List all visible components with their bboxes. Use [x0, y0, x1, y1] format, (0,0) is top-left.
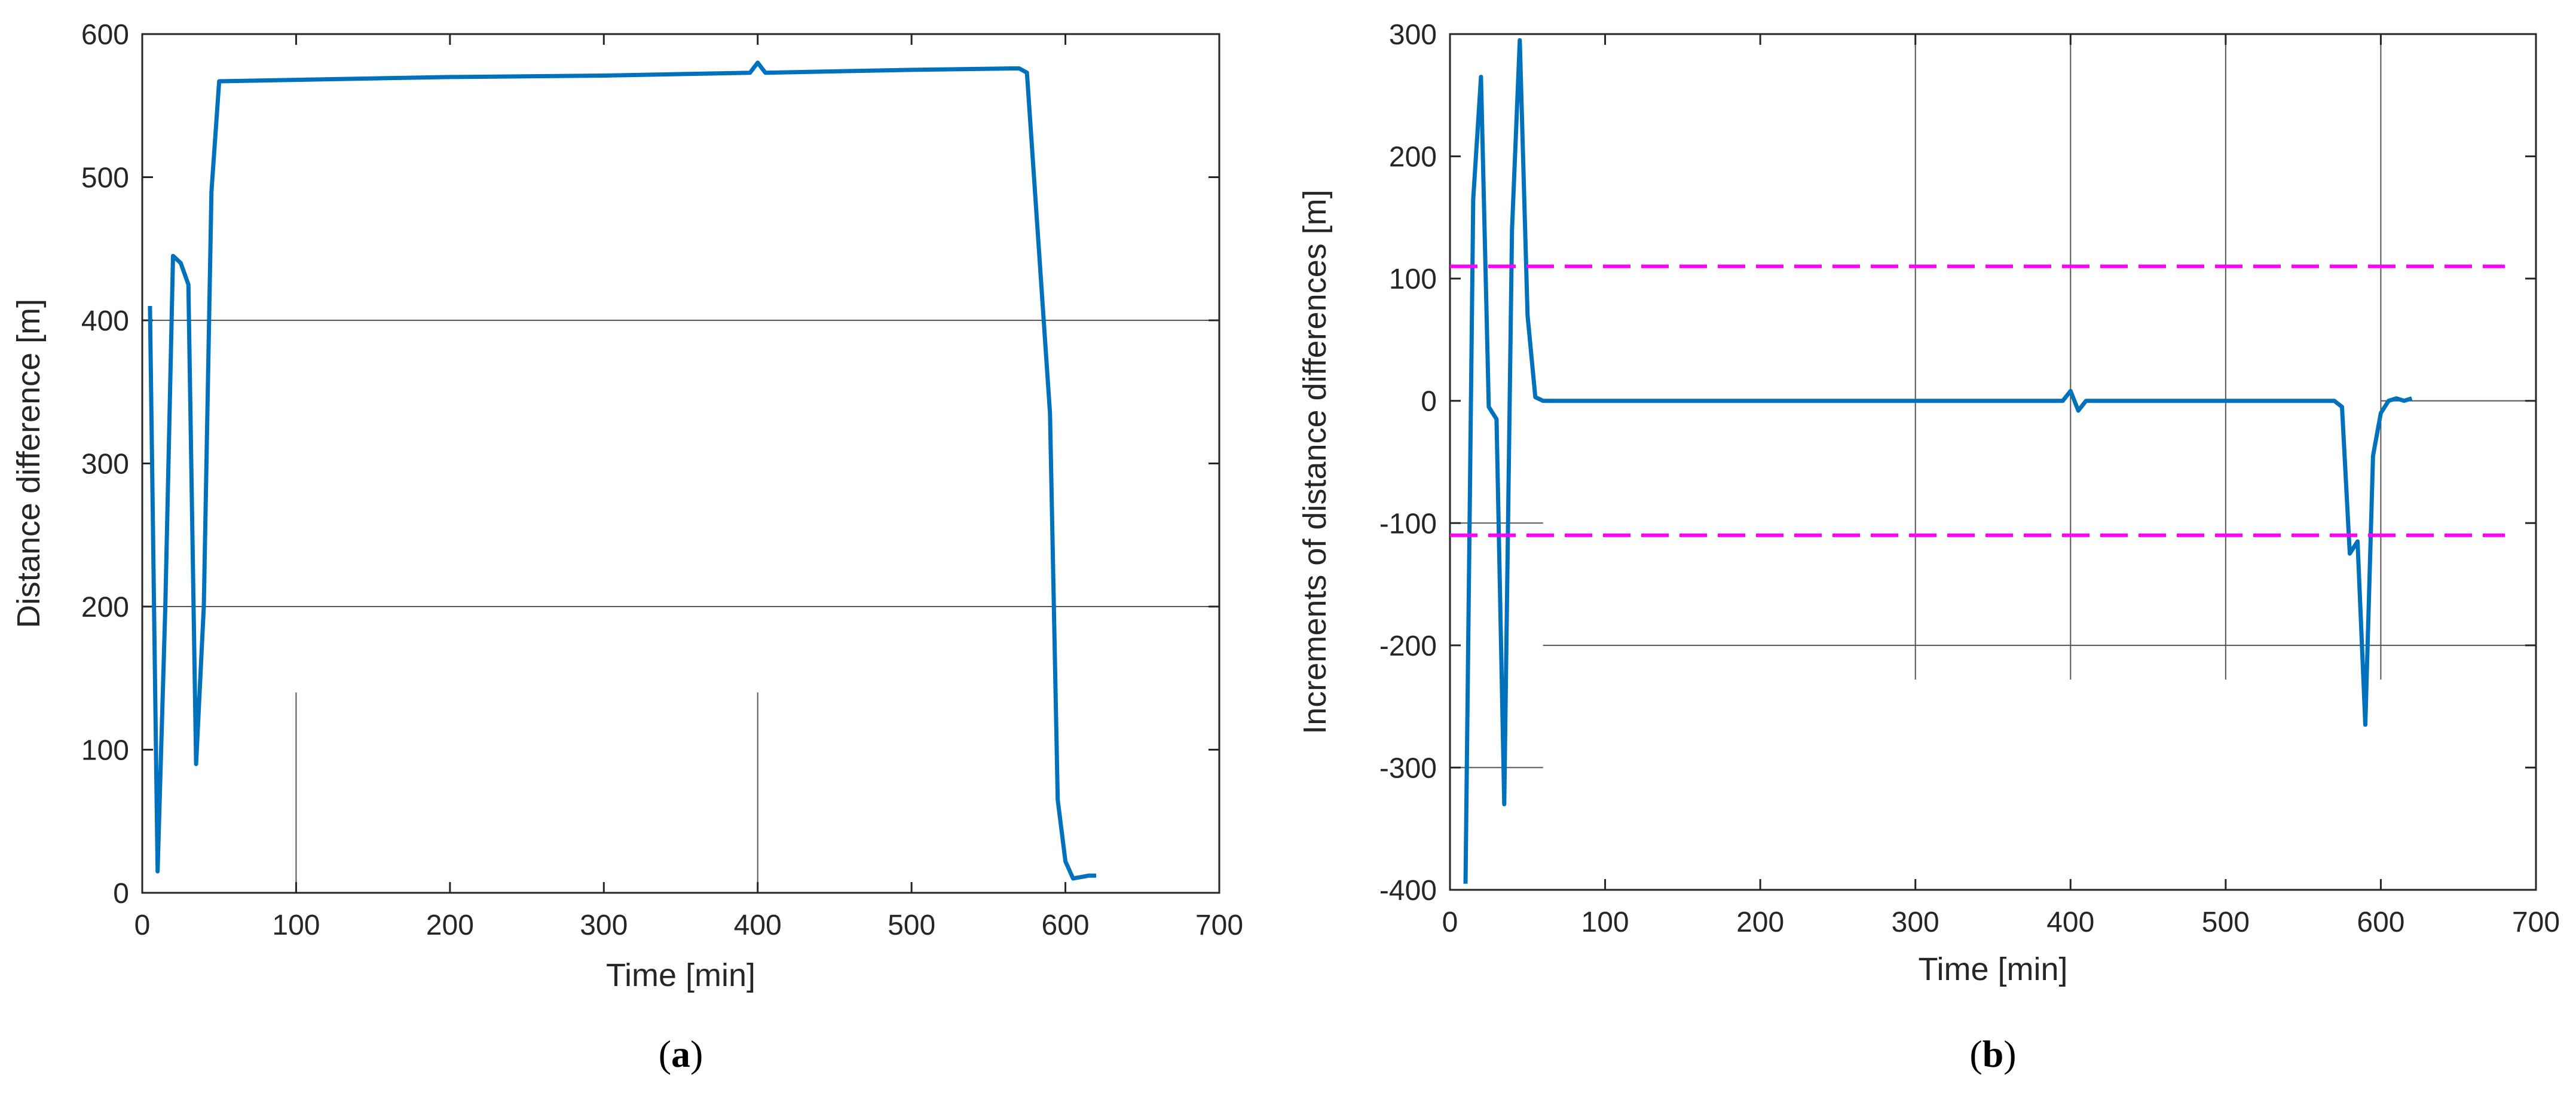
y-axis-label: Distance difference [m] [11, 299, 47, 628]
x-axis-label: Time [min] [1918, 951, 2067, 987]
x-tick-label: 500 [888, 910, 935, 941]
x-tick-label: 700 [1195, 910, 1243, 941]
y-tick-label: 0 [1421, 386, 1437, 418]
y-tick-label: -200 [1379, 630, 1437, 662]
x-tick-label: 300 [1892, 907, 1939, 938]
y-tick-label: 300 [81, 449, 129, 480]
y-tick-label: 200 [81, 592, 129, 623]
x-tick-label: 600 [1042, 910, 1090, 941]
x-tick-label: 500 [2202, 907, 2250, 938]
y-tick-label: 300 [1389, 19, 1437, 51]
x-axis-label: Time [min] [606, 957, 755, 993]
x-tick-label: 0 [1442, 907, 1458, 938]
y-tick-label: 600 [81, 19, 129, 51]
x-tick-label: 100 [1581, 907, 1629, 938]
x-tick-label: 200 [1736, 907, 1784, 938]
y-tick-label: 100 [1389, 264, 1437, 295]
y-tick-label: 500 [81, 163, 129, 194]
y-tick-label: -100 [1379, 508, 1437, 540]
x-tick-label: 600 [2357, 907, 2404, 938]
chart-a: 0 100 200 300 400 500 600 700 0 100 200 300 400 500 60… [11, 19, 1243, 1075]
series-line [148, 60, 1097, 881]
chart-b: 0 100 200 300 400 500 600 700 -400 -300 -200 -100 0 1… [1297, 19, 2560, 1075]
x-tick-label: 700 [2512, 907, 2560, 938]
series-line [1463, 38, 2413, 884]
y-axis-label: Increments of distance differences [m] [1297, 189, 1333, 734]
panel-label: (b) [1969, 1033, 2016, 1075]
x-tick-label: 400 [734, 910, 782, 941]
panel-label: (a) [659, 1033, 703, 1075]
y-tick-label: 0 [113, 878, 129, 910]
plot-frame [1449, 33, 2537, 891]
x-tick-label: 200 [426, 910, 474, 941]
y-tick-label: 200 [1389, 142, 1437, 173]
x-tick-label: 100 [272, 910, 320, 941]
x-tick-label: 300 [580, 910, 628, 941]
x-tick-label: 400 [2046, 907, 2094, 938]
x-tick-label: 0 [134, 910, 151, 941]
y-tick-label: -300 [1379, 752, 1437, 784]
y-tick-label: -400 [1379, 875, 1437, 907]
y-tick-label: 400 [81, 305, 129, 337]
y-tick-label: 100 [81, 735, 129, 767]
